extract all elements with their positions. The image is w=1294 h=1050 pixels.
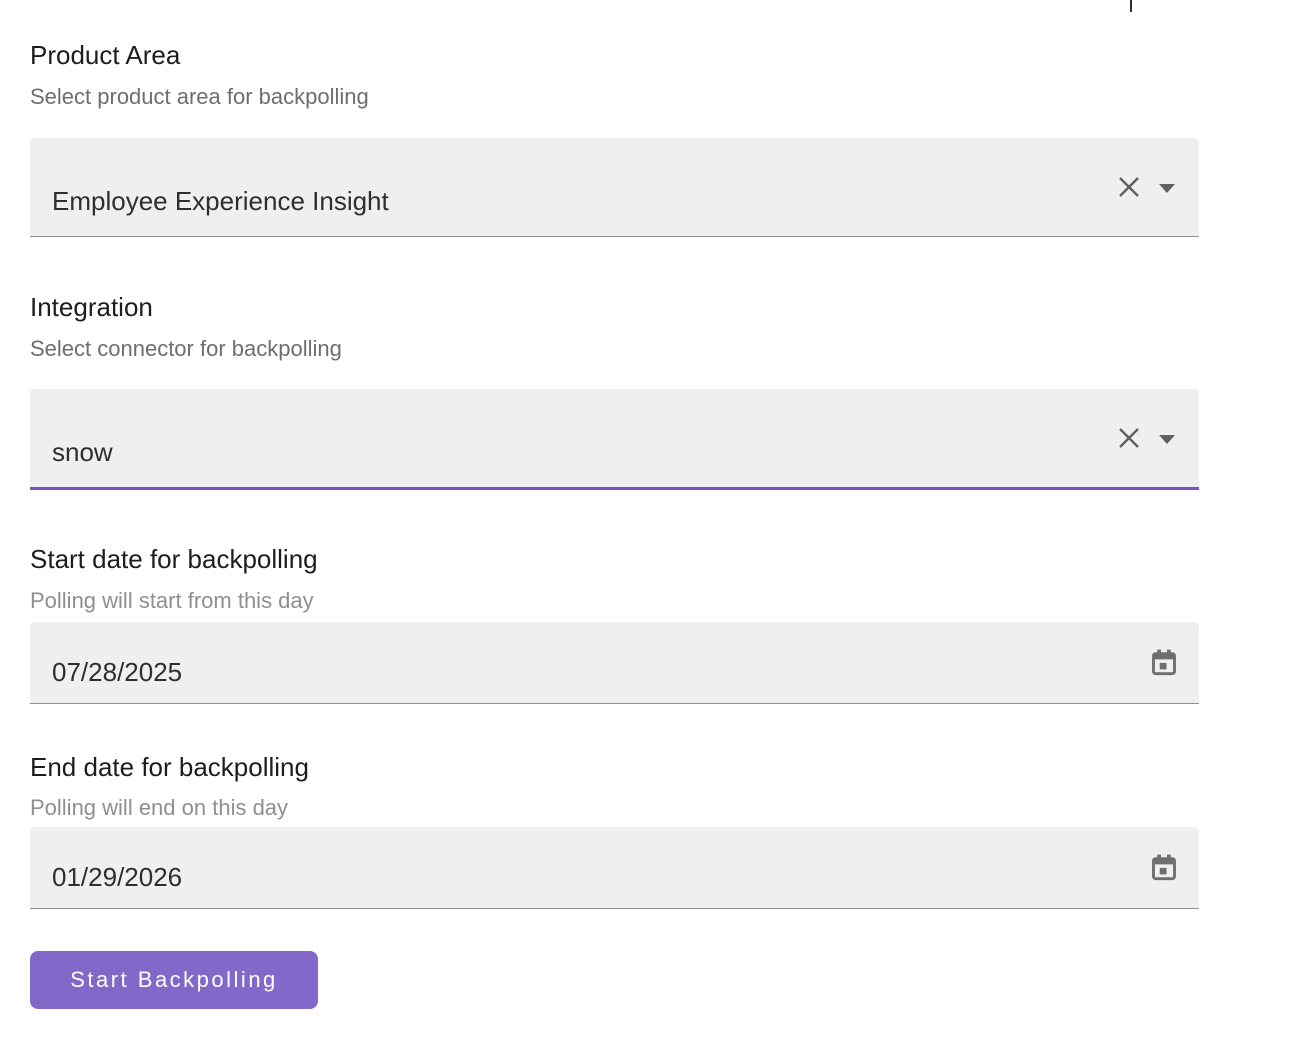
start-date-hint: Polling will start from this day [30,588,314,613]
integration-select[interactable]: snow [30,389,1199,490]
start-backpolling-button[interactable]: Start Backpolling [30,951,318,1009]
product-area-value: Employee Experience Insight [52,186,389,216]
start-date-label: Start date for backpolling [30,544,318,574]
end-date-input[interactable]: 01/29/2026 [30,827,1199,909]
integration-hint: Select connector for backpolling [30,336,342,361]
viewport-top-tick [1130,0,1132,12]
start-date-value: 07/28/2025 [52,657,183,687]
product-area-select[interactable]: Employee Experience Insight [30,138,1199,237]
end-date-value: 01/29/2026 [52,862,183,892]
integration-value: snow [52,437,113,467]
product-area-hint: Select product area for backpolling [30,84,369,109]
clear-icon[interactable] [1116,174,1142,200]
start-date-input[interactable]: 07/28/2025 [30,622,1199,704]
calendar-icon[interactable] [1149,852,1179,884]
caret-down-icon[interactable] [1159,435,1175,444]
integration-label: Integration [30,292,153,322]
calendar-icon[interactable] [1149,647,1179,679]
product-area-label: Product Area [30,40,181,70]
end-date-hint: Polling will end on this day [30,795,289,820]
caret-down-icon[interactable] [1159,184,1175,193]
clear-icon[interactable] [1116,425,1142,451]
end-date-label: End date for backpolling [30,752,309,782]
